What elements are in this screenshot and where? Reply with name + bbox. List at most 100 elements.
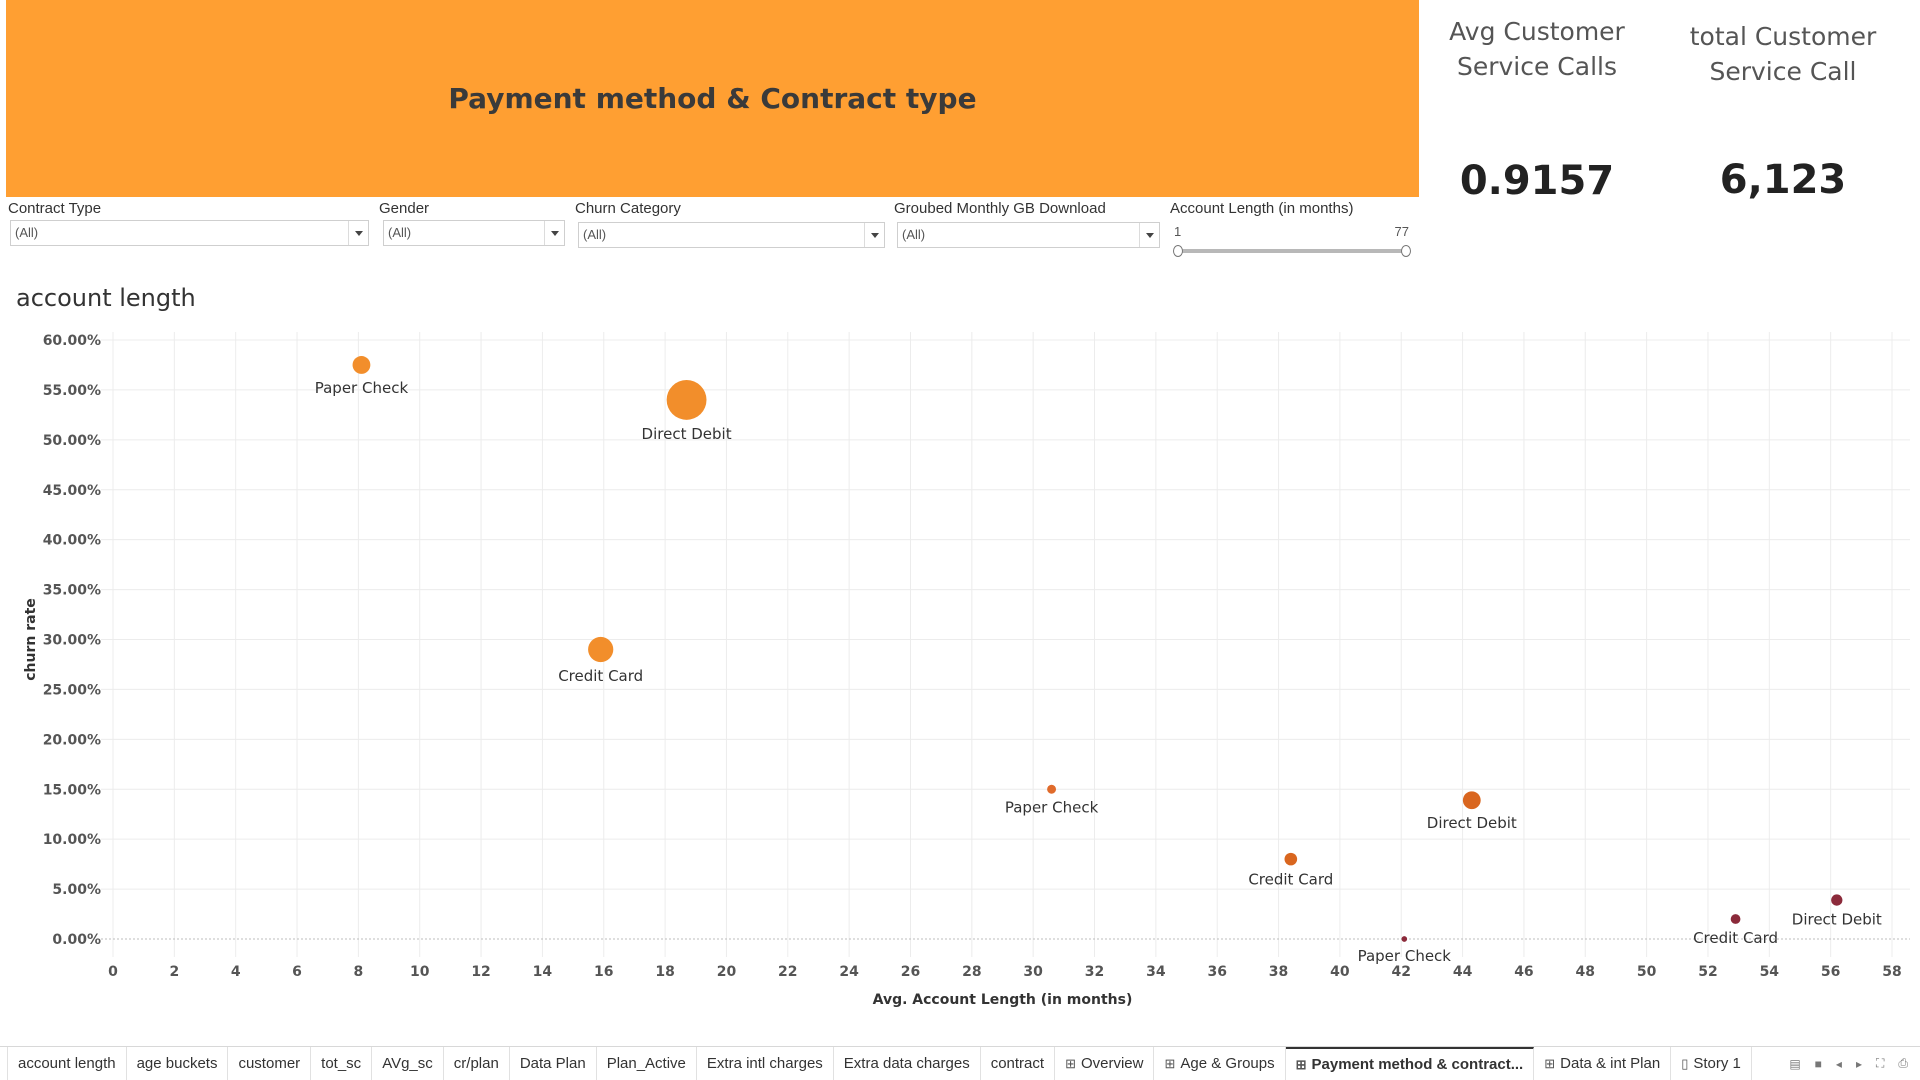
chevron-down-icon[interactable] xyxy=(1139,223,1159,247)
x-tick-label: 0 xyxy=(108,964,118,980)
dashboard-icon: ⊞ xyxy=(1065,1055,1076,1071)
x-tick-label: 58 xyxy=(1882,964,1901,980)
x-tick-label: 22 xyxy=(778,964,797,980)
x-tick-label: 8 xyxy=(354,964,364,980)
chevron-down-icon[interactable] xyxy=(544,221,564,245)
tab-label: age buckets xyxy=(136,1055,218,1072)
y-tick-label: 60.00% xyxy=(43,333,101,349)
tab-customer[interactable]: customer xyxy=(228,1047,312,1080)
filter-monthly-gb-download: Groubed Monthly GB Download (All) xyxy=(894,198,1160,248)
slider-track[interactable] xyxy=(1178,249,1404,253)
data-point-label: Direct Debit xyxy=(1427,814,1517,832)
filter-label: Account Length (in months) xyxy=(1170,200,1354,217)
tab-prev-icon[interactable]: ◂ xyxy=(1835,1056,1842,1071)
tab-contract[interactable]: contract xyxy=(981,1047,1056,1080)
filter-churn-category: Churn Category (All) xyxy=(575,198,885,248)
dropdown-value: (All) xyxy=(15,225,39,240)
y-tick-label: 15.00% xyxy=(43,782,101,798)
dashboard-icon: ⊞ xyxy=(1164,1055,1176,1071)
tab-label: Overview xyxy=(1080,1055,1144,1072)
tab-data-plan[interactable]: Data Plan xyxy=(510,1047,597,1080)
dropdown-value: (All) xyxy=(388,225,412,240)
tab-list-view-icon[interactable]: ▤ xyxy=(1789,1056,1801,1071)
data-point xyxy=(1462,791,1481,810)
fullscreen-icon[interactable]: ⛶ xyxy=(1875,1056,1885,1070)
dropdown-value: (All) xyxy=(902,227,926,242)
data-point-label: Credit Card xyxy=(1248,870,1333,888)
x-tick-label: 6 xyxy=(292,964,302,980)
y-tick-label: 0.00% xyxy=(52,932,101,948)
y-tick-label: 30.00% xyxy=(43,633,101,649)
tab-list: account length age buckets customer tot_sc A… xyxy=(8,1047,1752,1080)
tab-controls: ▤ ■ ◂ ▸ ⛶ ⎙ xyxy=(1789,1047,1920,1080)
data-point xyxy=(1831,894,1843,906)
x-tick-label: 34 xyxy=(1146,964,1166,980)
data-point xyxy=(588,636,614,663)
slider-min-handle[interactable] xyxy=(1173,245,1183,257)
tab-extra-data-charges[interactable]: Extra data charges xyxy=(834,1047,981,1080)
tab-extra-intl-charges[interactable]: Extra intl charges xyxy=(697,1047,834,1080)
story-icon: ▯ xyxy=(1681,1055,1689,1071)
tab-story-1[interactable]: ▯ Story 1 xyxy=(1671,1047,1752,1080)
x-tick-label: 56 xyxy=(1821,964,1840,980)
present-icon[interactable]: ⎙ xyxy=(1898,1056,1908,1070)
filter-gender: Gender (All) xyxy=(379,198,565,246)
monthly-gb-dropdown[interactable]: (All) xyxy=(897,222,1160,248)
tab-scroll-edge[interactable] xyxy=(0,1047,8,1080)
tab-label: Extra data charges xyxy=(843,1055,970,1072)
dropdown-value: (All) xyxy=(583,227,607,242)
x-tick-label: 26 xyxy=(901,964,920,980)
tab-label: account length xyxy=(18,1055,116,1072)
tab-age-groups[interactable]: ⊞ Age & Groups xyxy=(1154,1047,1286,1080)
y-tick-label: 40.00% xyxy=(43,533,101,549)
x-tick-label: 50 xyxy=(1637,964,1657,980)
tab-payment-method-contract[interactable]: ⊞ Payment method & contract... xyxy=(1285,1047,1535,1080)
x-tick-label: 24 xyxy=(839,964,859,980)
tab-filmstrip-icon[interactable]: ■ xyxy=(1814,1056,1822,1071)
x-axis-title: Avg. Account Length (in months) xyxy=(873,992,1133,1008)
contract-type-dropdown[interactable]: (All) xyxy=(10,220,369,246)
scatter-chart-svg: 0 2 4 6 8 10 12 14 16 18 20 22 24 26 28 30 32 34 36 38 40 42 4… xyxy=(23,332,1910,1008)
data-point-label: Paper Check xyxy=(1358,947,1452,965)
tab-account-length[interactable]: account length xyxy=(8,1047,127,1080)
x-tick-label: 10 xyxy=(410,964,430,980)
filter-contract-type: Contract Type (All) xyxy=(8,198,369,246)
data-point xyxy=(1047,784,1057,794)
y-tick-label: 25.00% xyxy=(43,682,101,698)
tab-data-int-plan[interactable]: ⊞ Data & int Plan xyxy=(1534,1047,1672,1080)
filter-label: Contract Type xyxy=(8,200,102,217)
y-tick-label: 50.00% xyxy=(43,433,101,449)
tab-cr-plan[interactable]: cr/plan xyxy=(444,1047,510,1080)
tab-avg-sc[interactable]: AVg_sc xyxy=(372,1047,444,1080)
x-tick-label: 28 xyxy=(962,964,981,980)
y-tick-label: 10.00% xyxy=(43,832,101,848)
gender-dropdown[interactable]: (All) xyxy=(383,220,565,246)
kpi-value: 0.9157 xyxy=(1459,158,1615,204)
dashboard-icon: ⊞ xyxy=(1544,1055,1556,1071)
data-point-label: Paper Check xyxy=(315,379,409,397)
data-point-label: Direct Debit xyxy=(1792,911,1882,929)
churn-category-dropdown[interactable]: (All) xyxy=(578,222,885,248)
tab-plan-active[interactable]: Plan_Active xyxy=(597,1047,697,1080)
chart-title: account length xyxy=(16,284,196,312)
tab-tot-sc[interactable]: tot_sc xyxy=(311,1047,373,1080)
filter-label: Gender xyxy=(379,200,430,217)
tab-label: Age & Groups xyxy=(1180,1055,1275,1072)
kpi-value: 6,123 xyxy=(1719,157,1847,203)
tab-age-buckets[interactable]: age buckets xyxy=(127,1047,229,1080)
filter-label: Churn Category xyxy=(575,200,681,217)
x-tick-label: 30 xyxy=(1023,964,1043,980)
tab-next-icon[interactable]: ▸ xyxy=(1855,1056,1862,1071)
dashboard-icon: ⊞ xyxy=(1295,1056,1307,1072)
filter-label: Groubed Monthly GB Download xyxy=(894,200,1106,217)
slider-max-handle[interactable] xyxy=(1401,245,1411,257)
tab-label: Payment method & contract... xyxy=(1311,1056,1524,1073)
chevron-down-icon[interactable] xyxy=(348,221,368,245)
data-point-label: Credit Card xyxy=(1693,929,1778,947)
kpi-total-service-calls: total Customer Service Call 6,123 xyxy=(1658,0,1908,203)
data-point xyxy=(666,379,707,420)
x-tick-label: 2 xyxy=(169,964,179,980)
tab-label: AVg_sc xyxy=(382,1055,433,1072)
tab-overview[interactable]: ⊞ Overview xyxy=(1055,1047,1155,1080)
chevron-down-icon[interactable] xyxy=(864,223,884,247)
